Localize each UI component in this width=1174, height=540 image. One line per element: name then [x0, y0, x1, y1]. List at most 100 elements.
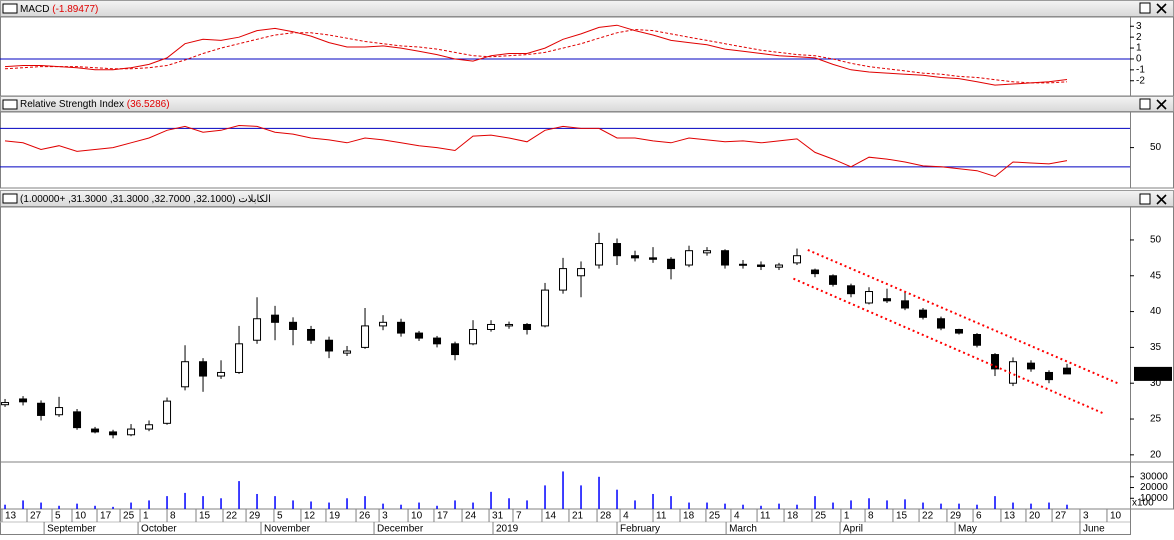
y-tick-label: -1 [1136, 64, 1145, 75]
y-tick-label: 20 [1150, 449, 1162, 460]
y-tick-label: 20000 [1140, 482, 1168, 493]
pane-header [0, 96, 1174, 112]
volume-bar [814, 496, 816, 509]
x-tick-label: 22 [922, 511, 934, 522]
volume-bar [994, 496, 996, 509]
x-tick-label: 5 [277, 511, 283, 522]
volume-bar [922, 502, 924, 509]
volume-bar [112, 506, 114, 509]
volume-bar [958, 503, 960, 509]
close-button[interactable] [1155, 98, 1168, 110]
candle-body [343, 350, 352, 354]
maximize-button[interactable] [1139, 193, 1151, 205]
candle-body [1045, 371, 1054, 381]
candle-body [217, 371, 226, 377]
volume-bar [76, 503, 78, 509]
maximize-button[interactable] [1139, 98, 1151, 110]
volume-bar [184, 492, 186, 509]
volume-bar [148, 500, 150, 509]
candle-body [397, 321, 406, 334]
volume-bar [310, 501, 312, 509]
x-tick-label: 25 [815, 511, 827, 522]
candle-body [181, 361, 190, 388]
volume-bar [22, 500, 24, 509]
candle-body [253, 318, 262, 341]
indicator-value: (36.5286) [127, 99, 170, 110]
x-tick-label: 10 [411, 511, 423, 522]
month-label: 2019 [496, 524, 519, 535]
x-tick-label: 25 [123, 511, 135, 522]
candle-body [631, 255, 640, 259]
pane-header [0, 0, 1174, 17]
x-tick-label: 13 [5, 511, 17, 522]
candle-body [505, 323, 514, 327]
x-tick-label: 17 [100, 511, 112, 522]
candle-body [649, 257, 658, 260]
candle-body [1, 402, 10, 406]
candle-body [289, 321, 298, 330]
volume-bar [796, 504, 798, 509]
volume-bar [202, 496, 204, 509]
month-label: December [377, 524, 424, 535]
volume-scale: x100 [1132, 498, 1154, 509]
pane-icon [2, 3, 18, 14]
x-tick-label: 15 [896, 511, 908, 522]
volume-bar [652, 493, 654, 509]
volume-bar [904, 499, 906, 509]
y-tick-label: 50 [1150, 235, 1162, 246]
maximize-button[interactable] [1139, 2, 1151, 14]
candle-body [433, 337, 442, 345]
volume-bar [562, 471, 564, 509]
volume-bar [1066, 504, 1068, 509]
pane-frame [0, 16, 1174, 97]
volume-bar [490, 491, 492, 509]
candle-body [271, 314, 280, 323]
volume-bar [760, 505, 762, 509]
x-tick-label: 26 [359, 511, 371, 522]
y-tick-label: 10000 [1140, 493, 1168, 504]
indicator-line [4, 28, 1068, 84]
volume-bar [238, 481, 240, 509]
pane-title: MACD (-1.89477) [20, 4, 98, 15]
y-tick-label: 30 [1150, 378, 1162, 389]
y-tick-label: 35 [1150, 342, 1162, 353]
x-tick-label: 12 [304, 511, 316, 522]
last-price-box [1134, 366, 1172, 381]
y-tick-label: 45 [1150, 270, 1162, 281]
x-tick-label: 11 [760, 511, 771, 522]
month-label: October [141, 524, 177, 535]
month-label: June [1083, 524, 1105, 535]
candle-body [1027, 362, 1036, 370]
candle-body [523, 323, 532, 330]
volume-bar [40, 502, 42, 509]
candle-body [955, 328, 964, 334]
close-button[interactable] [1155, 193, 1168, 205]
y-tick-label: -2 [1136, 75, 1145, 86]
candle-body [541, 289, 550, 327]
x-tick-label: 14 [545, 511, 557, 522]
candle-body [127, 428, 136, 436]
volume-bar [274, 496, 276, 509]
volume-bar [472, 502, 474, 509]
x-tick-label: 6 [976, 511, 982, 522]
x-tick-label: 31 [492, 511, 504, 522]
x-tick-label: 18 [683, 511, 695, 522]
volume-bar [688, 502, 690, 509]
candle-body [667, 258, 676, 270]
indicator-value: (-1.89477) [52, 4, 98, 15]
volume-bar [976, 504, 978, 509]
pane-frame [0, 111, 1174, 189]
volume-bar [742, 504, 744, 509]
candle-body [109, 431, 118, 436]
candle-body [559, 268, 568, 291]
candle-body [469, 328, 478, 345]
x-tick-label: 25 [709, 511, 721, 522]
y-tick-label: 3 [1136, 21, 1142, 32]
candle-body [937, 318, 946, 329]
trend-line [807, 249, 1120, 385]
x-tick-label: 8 [868, 511, 874, 522]
x-tick-label: 22 [226, 511, 238, 522]
close-button[interactable] [1155, 2, 1168, 14]
candle-body [793, 255, 802, 264]
volume-bar [382, 503, 384, 509]
